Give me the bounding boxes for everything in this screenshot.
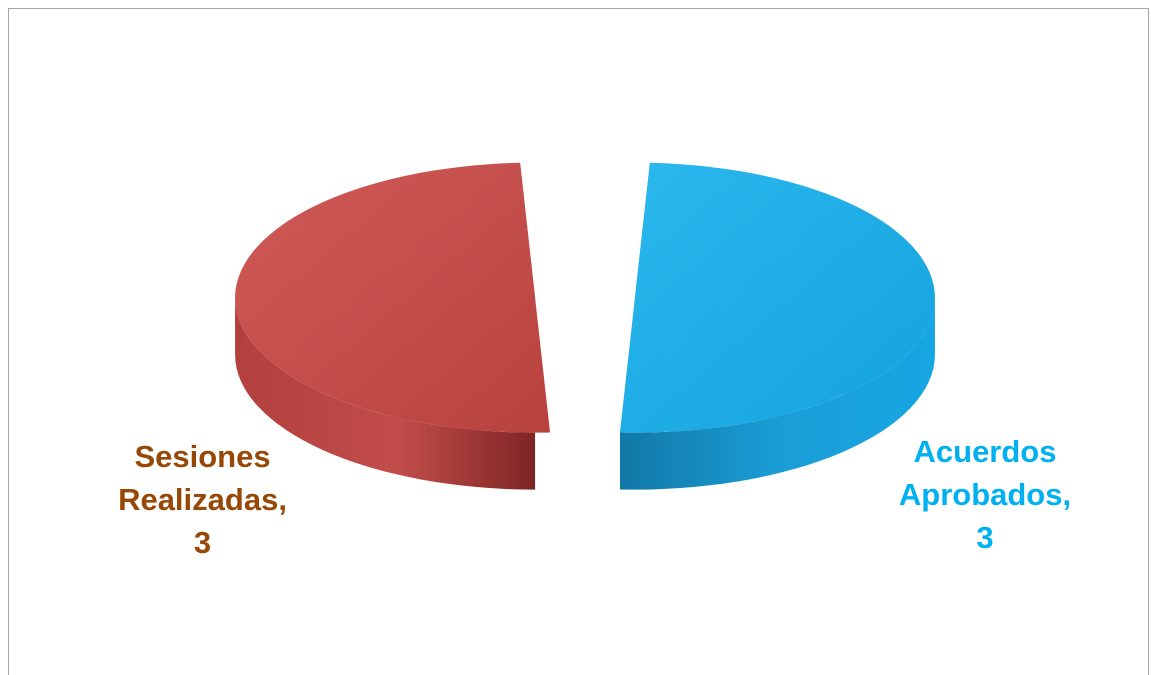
data-label-line: Sesiones <box>134 439 271 474</box>
pie-slice-sesiones-realizadas <box>235 162 551 490</box>
data-label-line: Acuerdos <box>913 434 1057 469</box>
data-label-line: 3 <box>193 525 212 560</box>
data-label-line: 3 <box>976 520 994 555</box>
data-label-line: Realizadas, <box>118 482 287 517</box>
chart-area <box>8 8 1149 675</box>
data-label-sesiones-realizadas: Sesiones Realizadas, 3 <box>75 435 330 564</box>
data-label-line: Aprobados, <box>898 477 1072 512</box>
data-label-acuerdos-aprobados: Acuerdos Aprobados, 3 <box>855 430 1115 559</box>
pie-slice-acuerdos-aprobados <box>619 162 935 490</box>
